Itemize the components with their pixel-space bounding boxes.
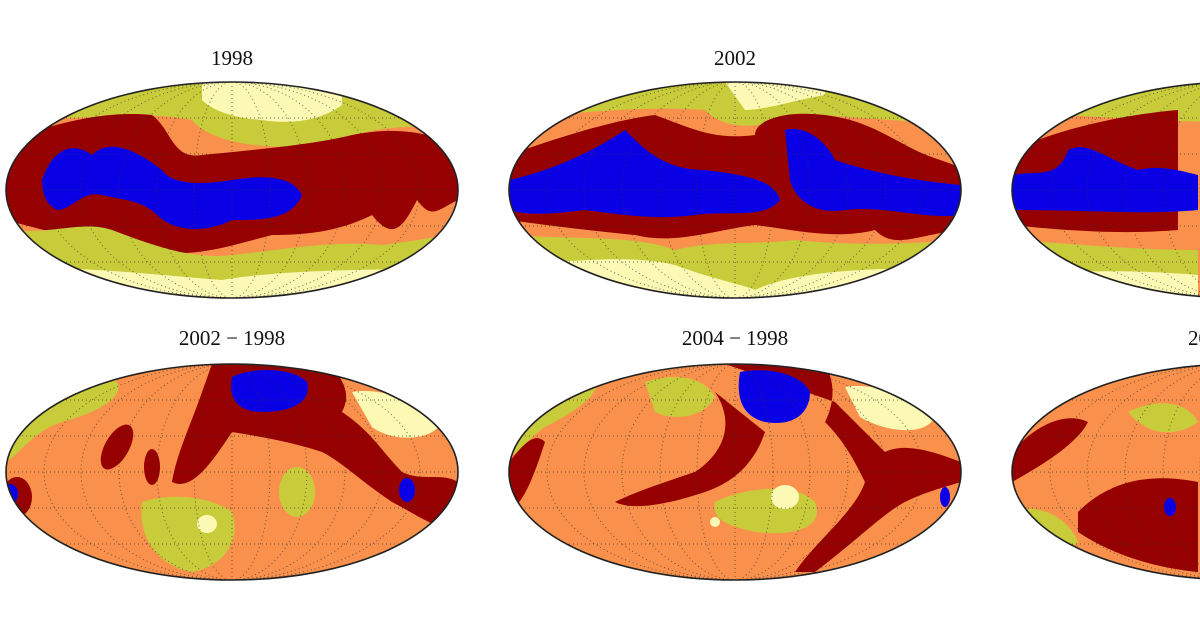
- panel-title: 1998: [211, 46, 253, 70]
- map-panel: [5, 81, 459, 299]
- panel-title: 2002: [714, 46, 756, 70]
- map-panel: [1011, 82, 1200, 298]
- panel-title: 2002 − 1998: [179, 326, 285, 350]
- panel-title: 200: [1188, 326, 1200, 350]
- map-panel: [508, 363, 962, 581]
- map-panel: [5, 363, 459, 581]
- map-panel: [508, 81, 962, 299]
- panel-title: 2004 − 1998: [682, 326, 788, 350]
- map-panel: [1011, 364, 1200, 580]
